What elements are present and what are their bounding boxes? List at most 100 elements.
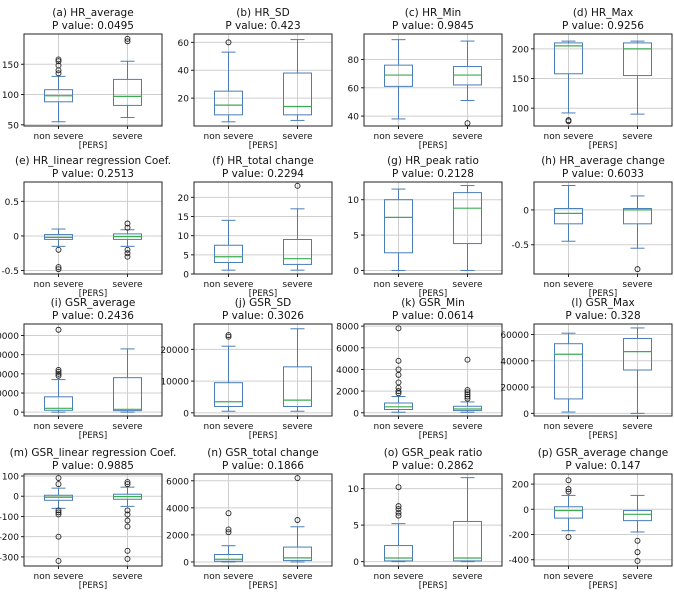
y-tick-label: 0 — [523, 410, 529, 420]
outlier-point — [55, 372, 62, 379]
x-tick-label: non severe — [34, 280, 84, 290]
outlier-point — [55, 507, 62, 514]
outlier-point — [634, 558, 641, 564]
outlier-point — [55, 326, 62, 333]
plot-frame — [533, 473, 673, 567]
outlier-point — [464, 395, 471, 402]
chart-title: (o) GSR_peak ratio — [384, 447, 483, 459]
y-tick-label: 20 — [178, 95, 190, 105]
plot-frame — [193, 323, 333, 417]
outlier-point — [124, 220, 131, 227]
box-iqr — [214, 382, 243, 407]
chart-title: (j) GSR_SD — [235, 297, 292, 309]
outlier-point — [124, 555, 131, 562]
outlier-point — [55, 475, 62, 481]
box-non-severe — [384, 39, 413, 120]
box-non-severe — [44, 56, 73, 123]
box-iqr — [554, 506, 583, 519]
outlier-point — [124, 246, 131, 253]
box-non-severe — [554, 40, 583, 125]
box-iqr — [283, 546, 312, 562]
outlier-point — [55, 56, 62, 63]
outlier-point — [395, 357, 402, 364]
box-non-severe — [384, 188, 413, 271]
x-tick-label: severe — [622, 280, 653, 290]
outlier-point — [124, 479, 131, 486]
box-iqr — [283, 239, 312, 265]
chart-title: (e) HR_linear regression Coef. — [15, 155, 171, 167]
outlier-point — [124, 35, 131, 42]
outlier-point — [124, 250, 131, 257]
plot-frame — [533, 323, 673, 417]
outlier-point — [634, 537, 641, 544]
y-tick-label: 10 — [178, 232, 190, 242]
box-iqr — [384, 199, 413, 254]
outlier-point — [395, 325, 402, 332]
y-tick-label: 40000 — [0, 332, 19, 342]
p-value-label: P value: 0.3026 — [222, 310, 304, 322]
box-iqr — [554, 207, 583, 225]
p-value-label: P value: 0.0614 — [392, 310, 474, 322]
plot-frame — [363, 323, 503, 417]
box-non-severe — [554, 477, 583, 540]
box-iqr — [623, 510, 652, 522]
outlier-point — [395, 366, 402, 373]
box-severe — [623, 40, 652, 115]
box-iqr — [283, 366, 312, 407]
plot-frame — [193, 473, 333, 567]
box-iqr — [554, 42, 583, 75]
outlier-point — [55, 557, 62, 564]
chart-title: (p) GSR_average change — [538, 447, 669, 459]
box-non-severe — [44, 326, 73, 413]
outlier-point — [55, 70, 62, 77]
y-tick-label: 0 — [353, 267, 359, 277]
outlier-point — [565, 534, 572, 540]
x-axis-label: [PERS] — [419, 141, 447, 151]
outlier-point — [395, 509, 402, 516]
x-tick-label: non severe — [544, 422, 594, 432]
box-iqr — [113, 78, 142, 106]
p-value-label: P value: 0.9845 — [392, 20, 474, 32]
box-iqr — [453, 520, 482, 562]
x-tick-label: severe — [282, 422, 313, 432]
y-tick-label: 0 — [353, 409, 359, 419]
box-severe — [283, 39, 312, 121]
plot-frame — [363, 33, 503, 127]
outlier-point — [124, 523, 131, 530]
outlier-point — [565, 117, 572, 124]
y-tick-label: 0 — [183, 558, 189, 568]
outlier-point — [55, 266, 62, 273]
x-tick-label: non severe — [374, 422, 424, 432]
box-iqr — [384, 64, 413, 87]
outlier-point — [55, 246, 62, 253]
x-tick-label: non severe — [34, 132, 84, 142]
y-tick-label: 150 — [512, 75, 529, 85]
outlier-point — [124, 507, 131, 514]
x-axis-label: [PERS] — [79, 431, 107, 441]
box-severe — [113, 220, 142, 260]
chart-panel-10: (j) GSR_SDP value: 0.3026 0 10000 20000 non … — [160, 297, 333, 441]
x-axis-label: [PERS] — [589, 289, 617, 299]
y-tick-label: 20000 — [160, 346, 189, 356]
outlier-point — [464, 120, 471, 127]
outlier-point — [464, 391, 471, 398]
plot-frame — [23, 181, 163, 275]
x-axis-label: [PERS] — [419, 289, 447, 299]
x-tick-label: severe — [622, 132, 653, 142]
chart-title: (g) HR_peak ratio — [387, 155, 479, 167]
x-tick-label: non severe — [204, 280, 254, 290]
outlier-point — [225, 39, 232, 46]
outlier-point — [464, 387, 471, 393]
y-tick-label: 60 — [178, 39, 190, 49]
y-tick-label: 50 — [8, 121, 20, 131]
x-axis-label: [PERS] — [79, 141, 107, 151]
x-tick-label: severe — [622, 572, 653, 582]
y-tick-label: 10 — [348, 196, 360, 206]
box-iqr — [113, 377, 142, 412]
x-tick-label: severe — [112, 280, 143, 290]
x-tick-label: non severe — [34, 572, 84, 582]
y-tick-label: 40 — [348, 113, 360, 123]
